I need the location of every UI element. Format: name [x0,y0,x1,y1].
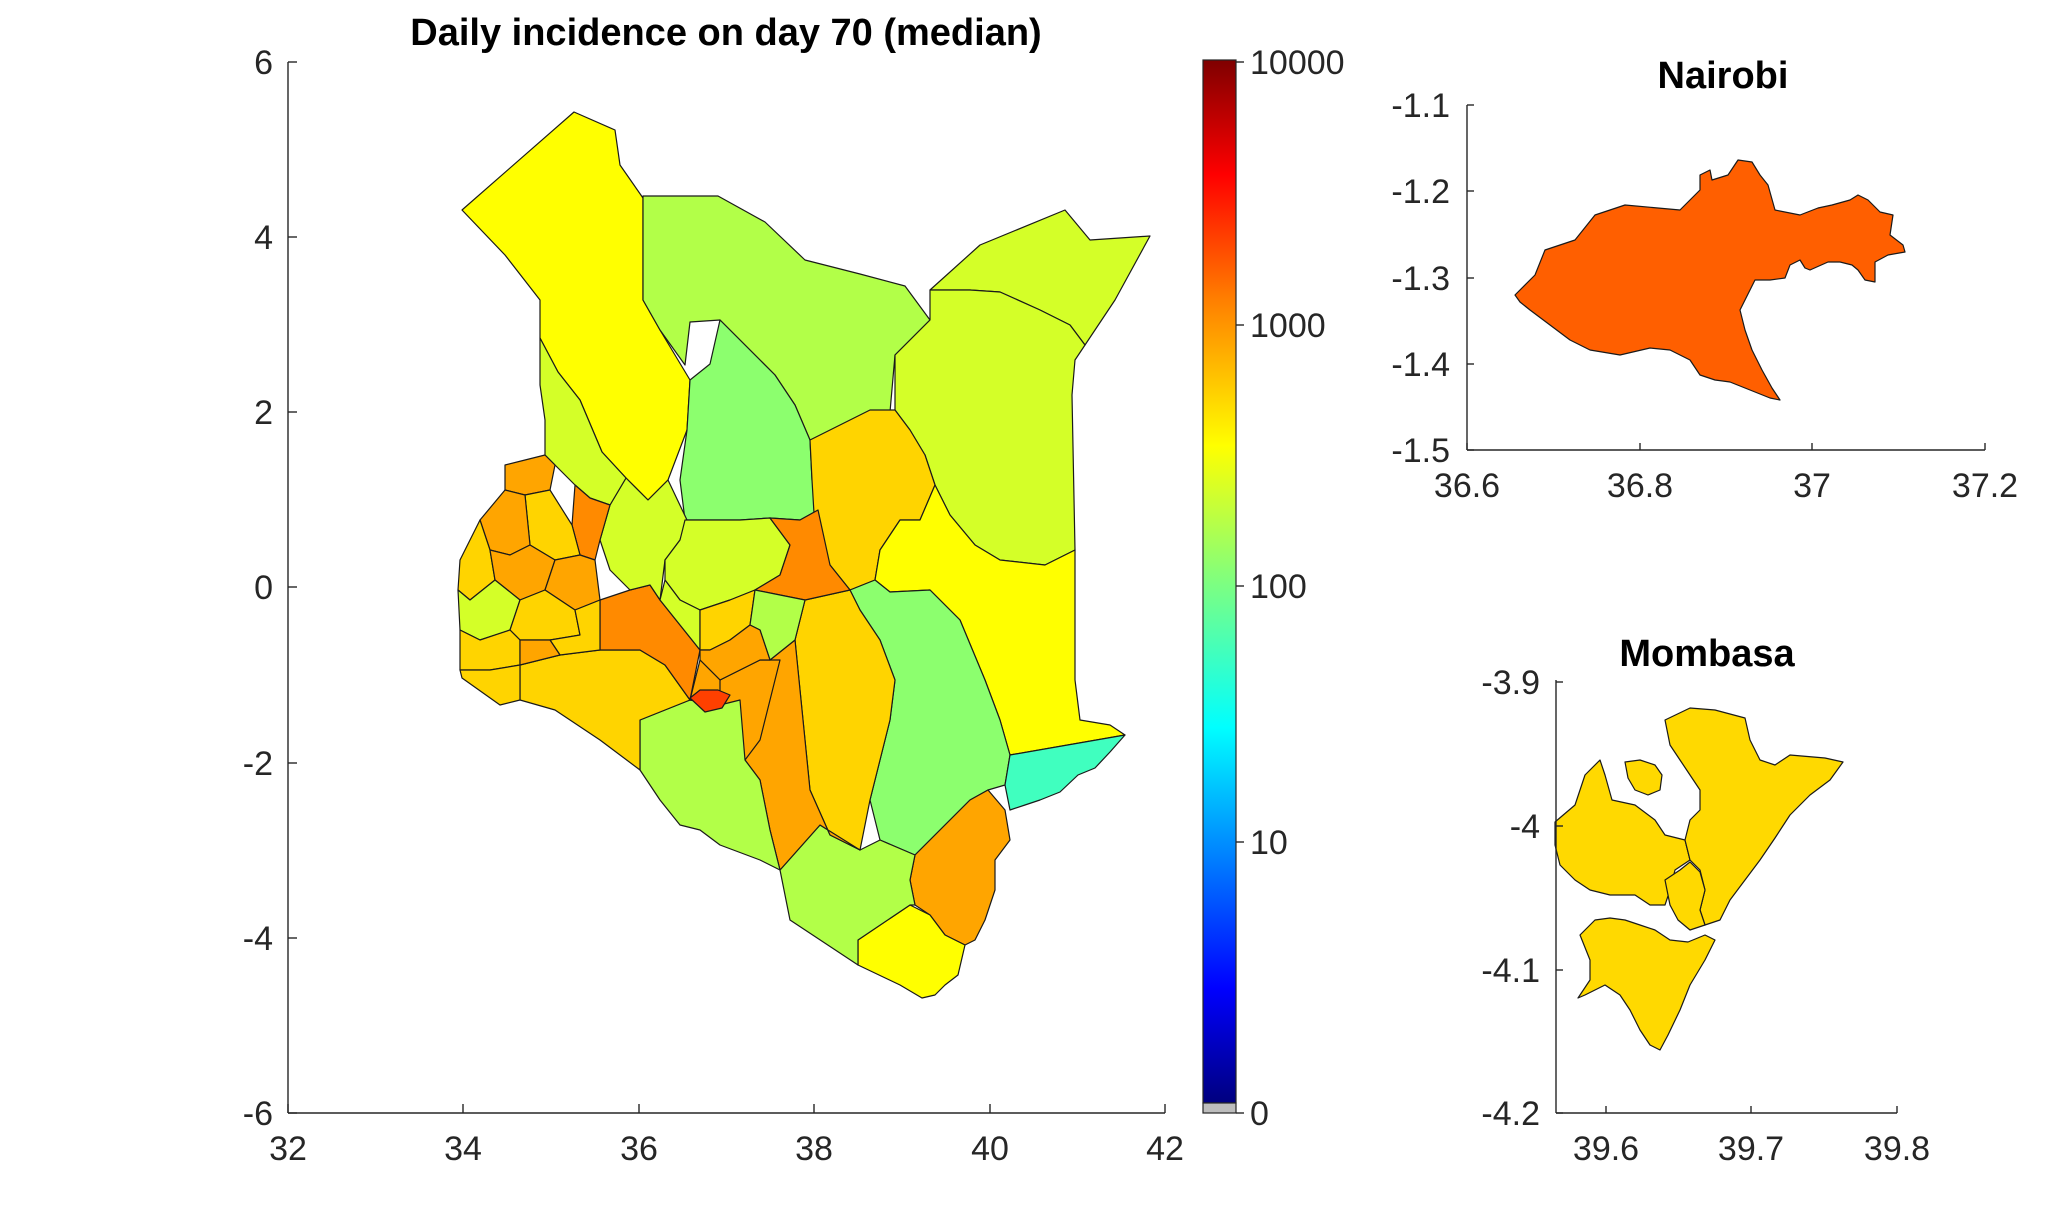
county-kwale [857,904,966,999]
nairobi-region [1514,159,1906,401]
nairobi-inset: Nairobi 36.6 36.8 37 37.2 -1.1 -1.2 -1.3… [1391,55,2018,505]
main-map-title: Daily incidence on day 70 (median) [410,12,1041,54]
colorbar-tick-label: 10 [1250,824,1288,862]
county-kajiado [639,699,781,871]
nairobi-x-tick-label: 36.8 [1607,467,1673,505]
kenya-counties [457,111,1151,999]
mombasa-y-tick-label: -3.9 [1481,664,1540,702]
mombasa-regions [1554,707,1844,1051]
nairobi-x-tick-label: 36.6 [1434,467,1500,505]
county-migori [459,664,521,706]
mombasa-x-tick-label: 39.6 [1573,1130,1639,1168]
mombasa-mainland-west [1554,759,1691,906]
mombasa-y-tick-label: -4.2 [1481,1095,1540,1133]
x-tick-label: 34 [444,1130,482,1168]
nairobi-x-tick-label: 37.2 [1952,467,2018,505]
mombasa-central [1664,861,1706,931]
colorbar: 10000 1000 100 10 0 [1202,44,1345,1133]
colorbar-tick-label: 0 [1250,1095,1269,1133]
mombasa-y-tick-label: -4 [1510,808,1540,846]
mombasa-island [1624,759,1663,796]
mombasa-inset: Mombasa 39.6 39.7 39.8 -3.9 -4 -4.1 -4.2 [1481,633,1930,1168]
y-tick-label: 4 [254,219,273,257]
x-tick-label: 36 [620,1130,658,1168]
x-tick-label: 40 [971,1130,1009,1168]
mombasa-south [1577,917,1716,1051]
nairobi-title: Nairobi [1658,55,1789,97]
colorbar-zero-swatch [1202,1102,1237,1114]
nairobi-y-tick-label: -1.5 [1391,432,1450,470]
y-tick-label: 2 [254,394,273,432]
mombasa-y-tick-label: -4.1 [1481,952,1540,990]
nairobi-y-tick-label: -1.1 [1391,87,1450,125]
colorbar-tick-label: 1000 [1250,307,1326,345]
y-tick-label: 0 [254,569,273,607]
mombasa-x-tick-label: 39.7 [1718,1130,1784,1168]
nairobi-y-tick-label: -1.2 [1391,173,1450,211]
x-tick-label: 38 [795,1130,833,1168]
county-kilifi [909,789,1011,946]
y-tick-label: -6 [243,1095,273,1133]
y-tick-label: -4 [243,920,273,958]
county-trans-nzoia [504,454,556,496]
colorbar-tick-label: 10000 [1250,44,1345,82]
county-kisii [519,639,561,666]
mombasa-north-mainland [1664,707,1844,926]
mombasa-x-tick-label: 39.8 [1864,1130,1930,1168]
x-tick-label: 42 [1146,1130,1184,1168]
y-tick-label: -2 [243,745,273,783]
nairobi-x-tick-label: 37 [1793,467,1831,505]
main-map: Daily incidence on day 70 (median) [243,12,1184,1168]
colorbar-tick-label: 100 [1250,568,1307,606]
x-tick-label: 32 [269,1130,307,1168]
main-y-ticks: 6 4 2 0 -2 -4 -6 [243,44,297,1133]
y-tick-label: 6 [254,44,273,82]
colorbar-gradient [1202,59,1237,1104]
nairobi-y-tick-label: -1.3 [1391,260,1450,298]
main-x-ticks: 32 34 36 38 40 42 [269,1104,1184,1168]
county-nairobi [689,689,731,713]
nairobi-y-tick-label: -1.4 [1391,346,1450,384]
county-lamu [1004,734,1126,811]
mombasa-title: Mombasa [1619,633,1795,675]
